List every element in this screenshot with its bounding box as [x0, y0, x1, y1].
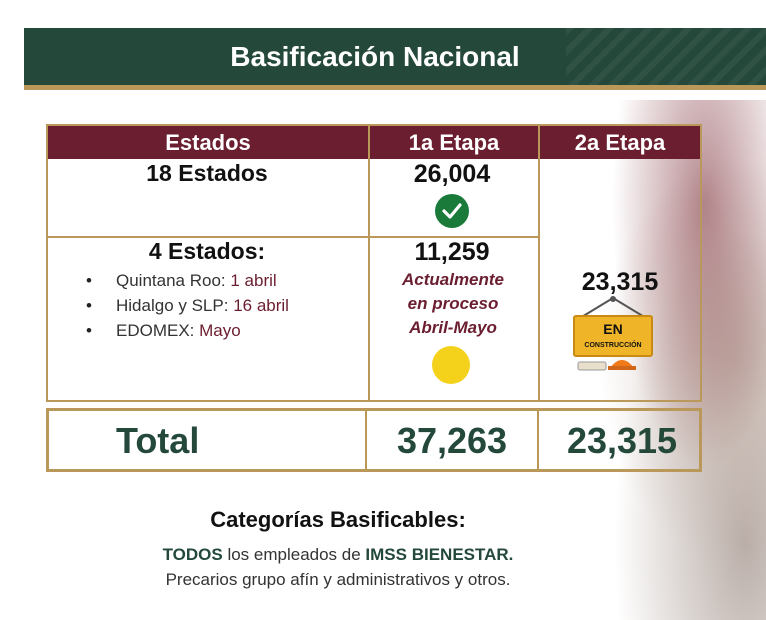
background-photo: [560, 100, 766, 620]
state-name: EDOMEX:: [116, 321, 200, 340]
categories-line-1: TODOS los empleados de IMSS BIENESTAR.: [0, 545, 676, 565]
total-row: [46, 408, 702, 472]
status-line: Abril-Mayo: [409, 318, 497, 337]
state-name: Hidalgo y SLP:: [116, 296, 234, 315]
categories-title: Categorías Basificables:: [210, 507, 466, 532]
check-circle-icon: [435, 194, 469, 228]
row2-etapa1-value: 11,259: [414, 238, 490, 266]
imss-strong: IMSS BIENESTAR.: [365, 545, 514, 564]
column-divider: [538, 126, 540, 400]
todos-strong: TODOS: [162, 545, 223, 564]
list-item: Hidalgo y SLP: 16 abril: [86, 293, 289, 318]
status-line: en proceso: [407, 294, 499, 313]
basificacion-table: Estados 1a Etapa 2a Etapa: [46, 124, 702, 402]
row2-estados: 4 Estados:: [148, 238, 266, 264]
header-estados: Estados: [48, 126, 368, 159]
header-etapa-1: 1a Etapa: [370, 126, 538, 159]
state-date: Mayo: [199, 321, 241, 340]
row1-estados: 18 Estados: [146, 160, 268, 186]
status-dot-icon: [432, 346, 470, 384]
categories-line-2: Precarios grupo afín y administrativos y…: [165, 570, 511, 589]
row-divider: [48, 236, 538, 238]
sign-text-construccion: CONSTRUCCIÓN: [584, 340, 641, 349]
state-date: 16 abril: [233, 296, 289, 315]
column-divider: [537, 411, 539, 469]
sign-text-en: EN: [603, 321, 622, 337]
state-name: Quintana Roo:: [116, 271, 231, 290]
list-item: Quintana Roo: 1 abril: [86, 268, 289, 293]
banner-pattern: [566, 28, 766, 85]
status-text: Actualmente en proceso Abril-Mayo: [370, 268, 536, 340]
total-etapa2: 23,315: [566, 420, 678, 461]
list-item: EDOMEX: Mayo: [86, 318, 289, 343]
under-construction-sign-icon: EN CONSTRUCCIÓN: [573, 296, 653, 371]
state-list: Quintana Roo: 1 abril Hidalgo y SLP: 16 …: [86, 268, 289, 343]
etapa2-value: 23,315: [581, 268, 659, 296]
header-etapa-2: 2a Etapa: [540, 126, 700, 159]
title-banner: Basificación Nacional: [24, 28, 766, 90]
line1-mid: los empleados de: [222, 545, 366, 564]
total-etapa1: 37,263: [396, 420, 508, 461]
column-divider: [368, 126, 370, 400]
state-date: 1 abril: [230, 271, 277, 290]
status-line: Actualmente: [401, 270, 505, 289]
column-divider: [365, 411, 367, 469]
total-label: Total: [116, 420, 200, 461]
page-title: Basificación Nacional: [230, 40, 520, 72]
row1-etapa1-value: 26,004: [413, 160, 491, 188]
